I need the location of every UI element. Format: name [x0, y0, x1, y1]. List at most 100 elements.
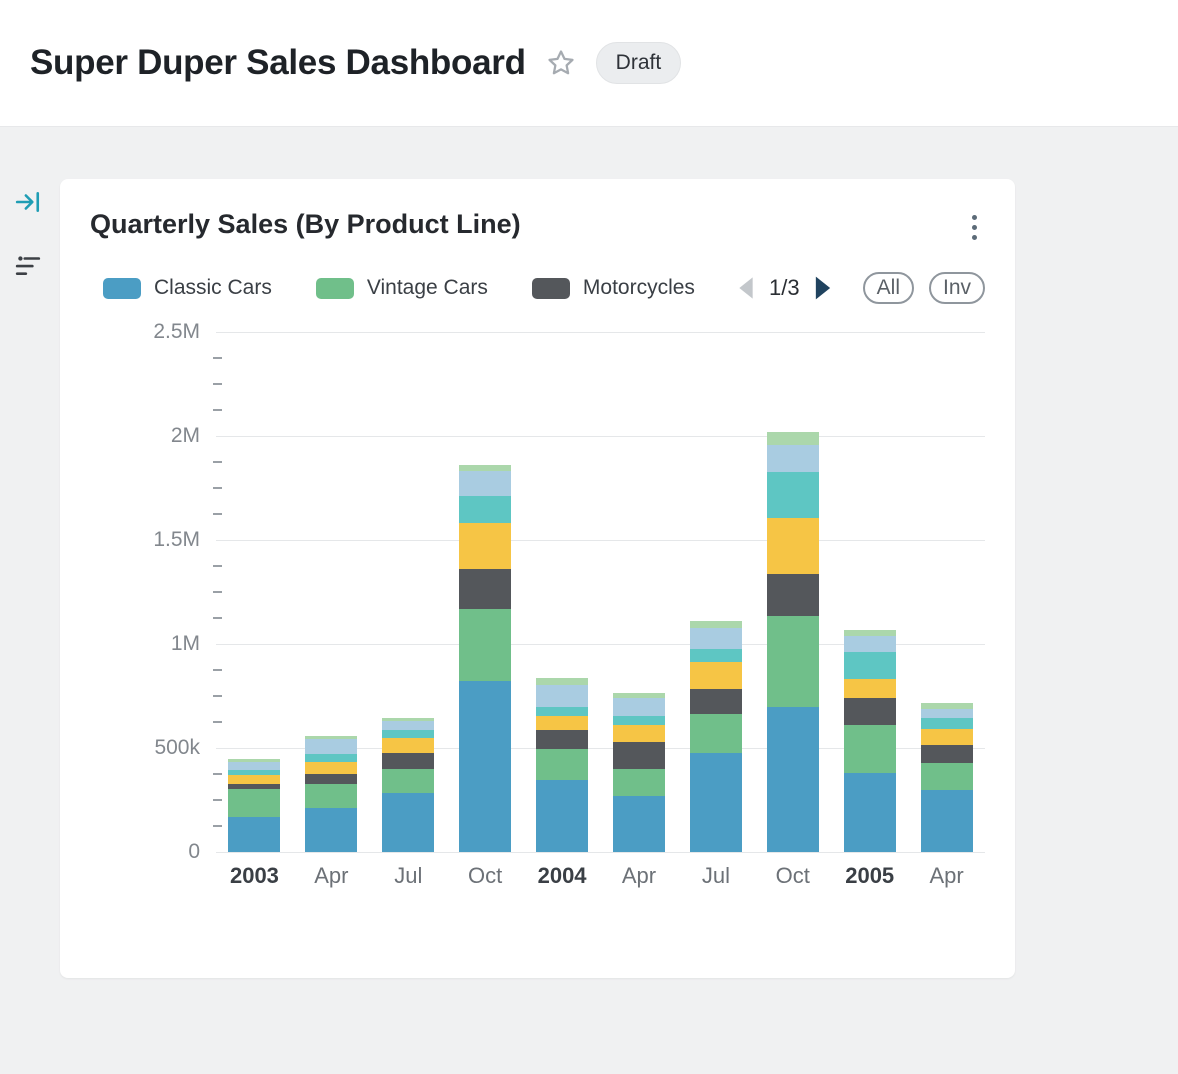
bar-slot	[754, 332, 831, 852]
legend-inv-button[interactable]: Inv	[928, 272, 985, 304]
bar-segment[interactable]	[843, 698, 896, 726]
bar-segment[interactable]	[228, 788, 281, 817]
bar-segment[interactable]	[612, 715, 665, 726]
bar-segment[interactable]	[766, 707, 819, 852]
legend-item[interactable]: Vintage Cars	[315, 276, 488, 300]
bar-slot	[524, 332, 601, 852]
legend-row: Classic Cars Vintage Cars Motorcycles 1/3 …	[103, 272, 985, 304]
bar-segment[interactable]	[536, 678, 589, 685]
bar-segment[interactable]	[843, 679, 896, 699]
bar-slot	[677, 332, 754, 852]
bar-segment[interactable]	[305, 808, 358, 852]
stacked-bar-chart: 0 500k 1M 1.5M 2M 2.5M 2003 Apr Jul Oct 2004 Apr Ju…	[90, 320, 985, 889]
bar-segment[interactable]	[612, 741, 665, 769]
bar-segment[interactable]	[305, 761, 358, 775]
bar-segment[interactable]	[382, 753, 435, 769]
bar-slot	[216, 332, 293, 852]
bar-segment[interactable]	[228, 784, 281, 789]
bar-segment[interactable]	[843, 725, 896, 773]
collapse-panel-icon[interactable]	[15, 189, 41, 220]
bar	[689, 332, 742, 852]
bar-segment[interactable]	[612, 698, 665, 716]
bar-segment[interactable]	[305, 735, 358, 739]
kebab-menu-icon[interactable]	[964, 209, 985, 246]
bar-segment[interactable]	[382, 721, 435, 731]
bar-segment[interactable]	[689, 753, 742, 852]
bar-segment[interactable]	[920, 703, 973, 709]
bar-segment[interactable]	[536, 707, 589, 716]
bar-segment[interactable]	[766, 574, 819, 616]
bar-slot	[908, 332, 985, 852]
bar-segment[interactable]	[382, 730, 435, 738]
favorite-star-icon[interactable]	[546, 48, 576, 78]
bar-segment[interactable]	[459, 569, 512, 609]
bar-segment[interactable]	[689, 649, 742, 662]
bar-segment[interactable]	[766, 615, 819, 708]
bar-segment[interactable]	[536, 730, 589, 750]
bar-segment[interactable]	[459, 681, 512, 852]
bar-segment[interactable]	[920, 729, 973, 745]
bar-segment[interactable]	[689, 621, 742, 629]
legend-all-button[interactable]: All	[862, 272, 914, 304]
bar-slot	[601, 332, 678, 852]
bar-segment[interactable]	[612, 768, 665, 796]
bar-slot	[293, 332, 370, 852]
bar-segment[interactable]	[689, 661, 742, 689]
bar-segment[interactable]	[920, 717, 973, 730]
bar-segment[interactable]	[843, 635, 896, 653]
bar-segment[interactable]	[305, 774, 358, 785]
bar-segment[interactable]	[766, 472, 819, 519]
bar-segment[interactable]	[766, 445, 819, 473]
bar-slot	[831, 332, 908, 852]
bar-segment[interactable]	[228, 759, 281, 762]
bar-segment[interactable]	[766, 518, 819, 575]
bar	[382, 332, 435, 852]
bar-segment[interactable]	[920, 789, 973, 852]
legend-next-icon[interactable]	[813, 275, 833, 301]
bar-segment[interactable]	[382, 768, 435, 793]
y-minor-tick	[213, 799, 222, 801]
bar	[612, 332, 665, 852]
x-tick-label: Oct	[775, 863, 810, 888]
bar-segment[interactable]	[228, 816, 281, 852]
bar-segment[interactable]	[689, 628, 742, 650]
bar-segment[interactable]	[843, 772, 896, 852]
bar-segment[interactable]	[459, 465, 512, 472]
bar-segment[interactable]	[689, 713, 742, 754]
bar-segment[interactable]	[459, 608, 512, 682]
y-minor-tick	[213, 383, 222, 385]
bar-segment[interactable]	[305, 738, 358, 755]
bar-segment[interactable]	[766, 431, 819, 446]
legend-prev-icon[interactable]	[736, 276, 756, 300]
bar-segment[interactable]	[382, 737, 435, 754]
bar-segment[interactable]	[459, 471, 512, 497]
bar-segment[interactable]	[305, 754, 358, 762]
bar-segment[interactable]	[536, 684, 589, 708]
bar-segment[interactable]	[382, 792, 435, 852]
bar-segment[interactable]	[228, 761, 281, 770]
filter-icon[interactable]	[15, 252, 41, 283]
bar-segment[interactable]	[228, 769, 281, 776]
bar-segment[interactable]	[536, 715, 589, 731]
bar-segment[interactable]	[920, 744, 973, 763]
bar-segment[interactable]	[920, 762, 973, 790]
bar-segment[interactable]	[228, 775, 281, 785]
legend-pager: 1/3	[736, 275, 833, 301]
bar-segment[interactable]	[689, 688, 742, 714]
bar-segment[interactable]	[843, 629, 896, 636]
bar-segment[interactable]	[612, 795, 665, 852]
bar-segment[interactable]	[920, 708, 973, 718]
bar-segment[interactable]	[459, 496, 512, 524]
bar-segment[interactable]	[536, 780, 589, 852]
bar-segment[interactable]	[612, 692, 665, 699]
legend-item[interactable]: Motorcycles	[531, 276, 695, 300]
bar	[536, 332, 589, 852]
bar-segment[interactable]	[459, 523, 512, 570]
legend-item[interactable]: Classic Cars	[103, 276, 272, 300]
y-tick-label: 2M	[170, 424, 200, 447]
bar-segment[interactable]	[382, 717, 435, 722]
bar-segment[interactable]	[305, 784, 358, 809]
bar-segment[interactable]	[843, 652, 896, 680]
bar-segment[interactable]	[612, 725, 665, 742]
bar-segment[interactable]	[536, 749, 589, 781]
